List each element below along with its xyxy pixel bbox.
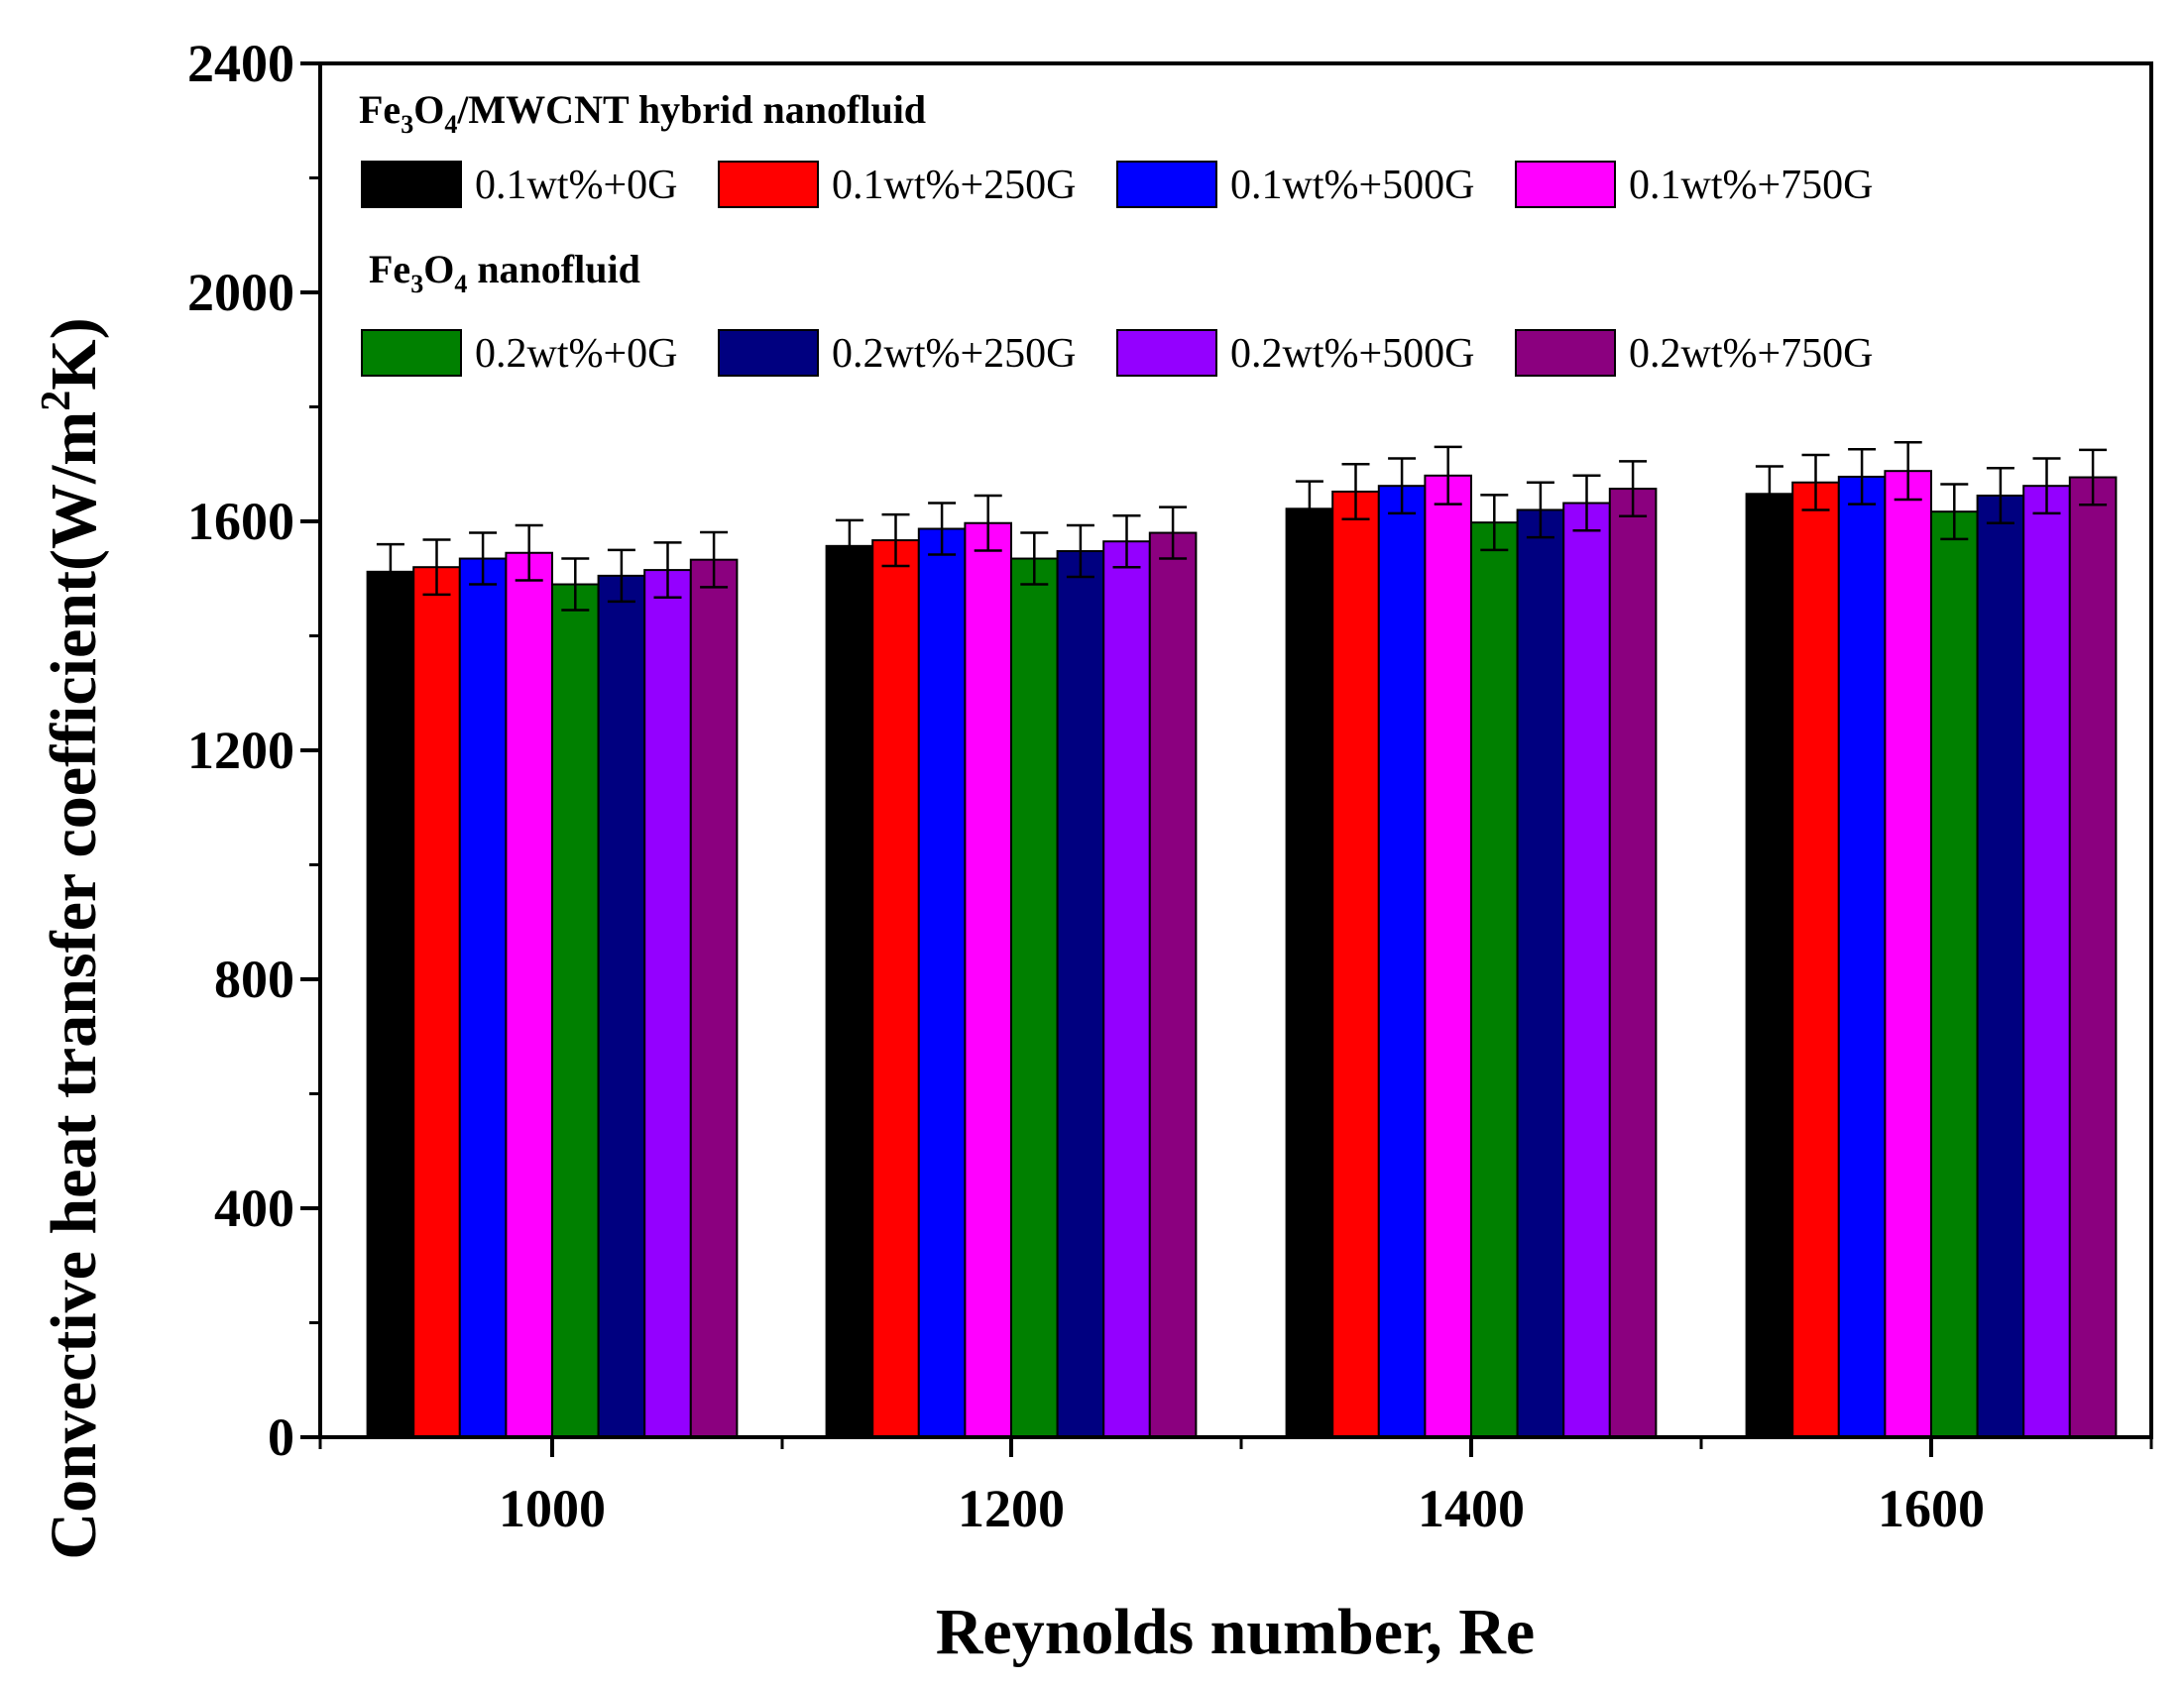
- legend-swatch-0.2wt%+250G: [718, 329, 819, 377]
- error-bar-0.2wt%+500G-1200: [1112, 513, 1141, 569]
- legend-label-0.1wt%+500G: 0.1wt%+500G: [1230, 163, 1475, 208]
- legend-label-0.2wt%+250G: 0.2wt%+250G: [832, 331, 1077, 377]
- error-bar-0.2wt%+500G-1600: [2032, 457, 2061, 515]
- legend: Fe3O4/MWCNT hybrid nanofluid Fe3O4 nanofl…: [359, 87, 1874, 377]
- error-bar-0.1wt%+0G-1000: [376, 542, 404, 601]
- bar-0.2wt%+500G-1000: [643, 569, 692, 1438]
- error-bar-0.2wt%+0G-1600: [1940, 483, 1969, 541]
- y-tick-label: 2000: [187, 263, 294, 322]
- bar-0.2wt%+750G-1000: [689, 558, 739, 1438]
- x-tick-label: 1000: [499, 1479, 606, 1538]
- error-bar-0.1wt%+750G-1200: [974, 494, 1002, 552]
- bar-0.1wt%+750G-1600: [1884, 470, 1933, 1438]
- bar-layer: [366, 441, 2118, 1439]
- bar-0.1wt%+250G-1000: [412, 566, 461, 1438]
- x-tick-label: 1600: [1878, 1479, 1985, 1538]
- axes: 0 400 800 1200 1600 2000 2400 1000 1200 1400 1600: [187, 34, 2153, 1538]
- bar-0.1wt%+500G-1200: [917, 527, 967, 1438]
- error-bar-0.1wt%+0G-1600: [1755, 465, 1783, 523]
- error-bar-0.1wt%+500G-1400: [1388, 457, 1417, 515]
- x-axis-title: Reynolds number, Re: [936, 1596, 1535, 1668]
- bar-0.1wt%+0G-1000: [366, 570, 415, 1438]
- bar-0.1wt%+0G-1400: [1285, 507, 1334, 1438]
- error-bar-0.2wt%+250G-1400: [1526, 481, 1554, 539]
- error-bar-0.1wt%+0G-1400: [1295, 480, 1323, 538]
- error-bar-0.2wt%+750G-1600: [2079, 448, 2108, 506]
- error-bar-0.2wt%+0G-1200: [1020, 531, 1049, 586]
- bar-0.1wt%+0G-1200: [825, 544, 874, 1438]
- y-tick-label: 1600: [187, 492, 294, 551]
- error-bar-0.1wt%+750G-1600: [1894, 441, 1922, 502]
- legend-swatch-0.1wt%+0G: [361, 161, 462, 208]
- bar-0.2wt%+250G-1600: [1976, 495, 2025, 1438]
- bar-0.2wt%+0G-1600: [1930, 510, 1979, 1438]
- legend-swatch-0.2wt%+750G: [1515, 329, 1616, 377]
- bar-0.2wt%+0G-1400: [1470, 521, 1519, 1438]
- bar-0.1wt%+750G-1400: [1424, 474, 1473, 1438]
- error-bar-0.2wt%+250G-1000: [607, 548, 635, 604]
- error-bar-0.2wt%+250G-1600: [1986, 467, 2014, 524]
- y-axis-title: Convective heat transfer coefficient(W/m…: [34, 317, 110, 1559]
- legend-label-0.1wt%+750G: 0.1wt%+750G: [1629, 163, 1874, 208]
- legend-swatch-0.1wt%+500G: [1116, 161, 1217, 208]
- error-bar-0.1wt%+500G-1600: [1848, 447, 1877, 506]
- error-bar-0.2wt%+750G-1400: [1619, 460, 1648, 518]
- bar-0.1wt%+500G-1400: [1377, 485, 1427, 1438]
- error-bar-0.1wt%+0G-1200: [835, 518, 863, 574]
- bar-0.2wt%+750G-1600: [2068, 476, 2118, 1439]
- error-bar-0.1wt%+250G-1400: [1341, 463, 1370, 520]
- bar-0.2wt%+250G-1200: [1056, 550, 1105, 1438]
- x-tick-label: 1200: [958, 1479, 1065, 1538]
- y-tick-label: 800: [214, 950, 294, 1009]
- bar-0.2wt%+500G-1600: [2022, 485, 2071, 1438]
- bar-0.2wt%+250G-1400: [1516, 508, 1565, 1438]
- error-bar-0.2wt%+500G-1000: [653, 541, 682, 600]
- bar-0.2wt%+500G-1400: [1562, 502, 1611, 1438]
- bar-0.1wt%+250G-1600: [1791, 481, 1840, 1439]
- bar-0.1wt%+750G-1200: [964, 521, 1013, 1438]
- bar-0.1wt%+500G-1000: [458, 557, 508, 1438]
- legend-label-0.2wt%+500G: 0.2wt%+500G: [1230, 331, 1475, 377]
- bar-0.1wt%+500G-1600: [1837, 475, 1887, 1438]
- error-bar-0.2wt%+750G-1200: [1159, 506, 1188, 560]
- y-tick-label: 2400: [187, 34, 294, 93]
- error-bar-0.1wt%+250G-1000: [422, 538, 451, 597]
- error-bar-0.1wt%+250G-1600: [1801, 453, 1830, 511]
- error-bar-0.1wt%+500G-1200: [928, 502, 957, 556]
- error-bar-0.1wt%+250G-1200: [881, 512, 910, 568]
- y-tick-label: 0: [268, 1407, 294, 1467]
- error-bar-0.1wt%+750G-1400: [1434, 445, 1462, 506]
- error-bar-0.2wt%+250G-1200: [1066, 523, 1094, 579]
- legend-label-0.1wt%+0G: 0.1wt%+0G: [475, 163, 678, 208]
- bar-0.2wt%+750G-1400: [1608, 488, 1658, 1438]
- legend-swatch-0.2wt%+0G: [361, 329, 462, 377]
- legend-label-0.1wt%+250G: 0.1wt%+250G: [832, 163, 1077, 208]
- error-bar-0.2wt%+750G-1000: [700, 530, 729, 589]
- bar-0.1wt%+250G-1400: [1331, 490, 1380, 1439]
- bar-0.2wt%+250G-1000: [597, 574, 646, 1438]
- error-bar-0.2wt%+500G-1400: [1572, 474, 1601, 532]
- error-bar-0.1wt%+750G-1000: [515, 523, 543, 582]
- bar-0.2wt%+750G-1200: [1148, 531, 1198, 1438]
- y-tick-label: 1200: [187, 721, 294, 780]
- bar-0.1wt%+0G-1600: [1745, 493, 1794, 1438]
- legend-swatch-0.2wt%+500G: [1116, 329, 1217, 377]
- legend-label-0.2wt%+750G: 0.2wt%+750G: [1629, 331, 1874, 377]
- legend-swatch-0.1wt%+750G: [1515, 161, 1616, 208]
- legend-group-title: Fe3O4/MWCNT hybrid nanofluid: [359, 87, 926, 139]
- error-bar-0.2wt%+0G-1400: [1480, 494, 1509, 552]
- legend-label-0.2wt%+0G: 0.2wt%+0G: [475, 331, 678, 377]
- bar-0.2wt%+500G-1200: [1102, 540, 1151, 1438]
- legend-group-title: Fe3O4 nanofluid: [369, 247, 640, 298]
- legend-swatch-0.1wt%+250G: [718, 161, 819, 208]
- error-bar-0.1wt%+500G-1000: [469, 531, 498, 586]
- bar-0.1wt%+750G-1000: [505, 551, 553, 1438]
- y-tick-label: 400: [214, 1179, 294, 1238]
- bar-0.2wt%+0G-1200: [1010, 557, 1059, 1438]
- error-bar-0.2wt%+0G-1000: [561, 557, 590, 612]
- bar-0.1wt%+250G-1200: [871, 539, 920, 1438]
- x-tick-label: 1400: [1418, 1479, 1525, 1538]
- bar-0.2wt%+0G-1000: [551, 583, 600, 1438]
